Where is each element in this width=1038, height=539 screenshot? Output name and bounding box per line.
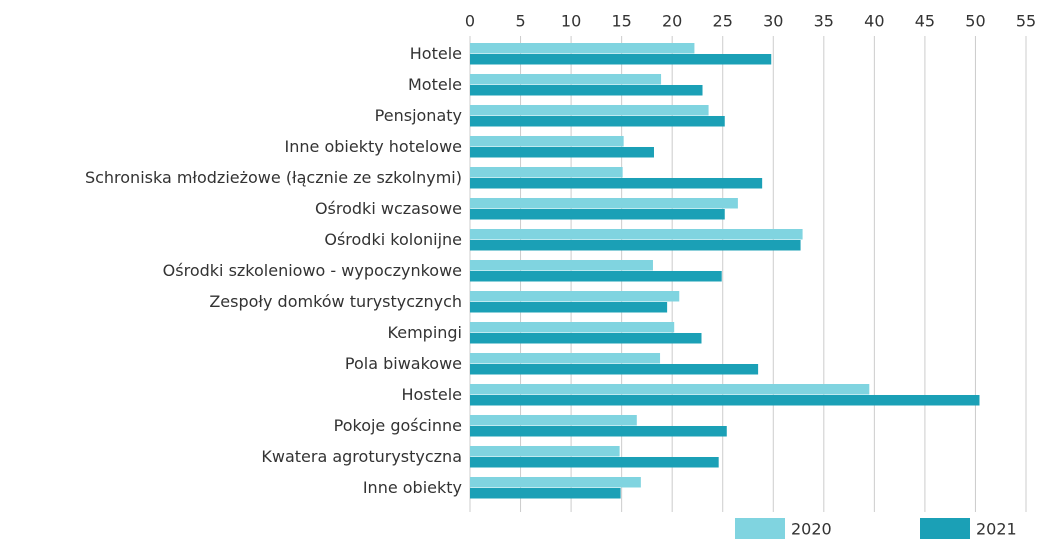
y-tick-label: Inne obiekty bbox=[363, 478, 462, 497]
bar bbox=[470, 353, 661, 364]
y-tick-label: Hostele bbox=[401, 385, 462, 404]
bar bbox=[470, 291, 680, 302]
x-tick-label: 15 bbox=[611, 12, 631, 31]
bar bbox=[470, 271, 722, 282]
bar bbox=[470, 415, 637, 426]
legend-swatch bbox=[920, 518, 970, 539]
bar bbox=[470, 488, 621, 499]
bar bbox=[470, 457, 719, 468]
bar bbox=[470, 446, 620, 457]
x-tick-label: 5 bbox=[515, 12, 525, 31]
y-tick-label: Pola biwakowe bbox=[345, 354, 462, 373]
x-tick-label: 40 bbox=[864, 12, 884, 31]
bar bbox=[470, 260, 653, 271]
x-tick-label: 45 bbox=[915, 12, 935, 31]
y-tick-label: Schroniska młodzieżowe (łącznie ze szkol… bbox=[85, 168, 462, 187]
bar bbox=[470, 178, 763, 189]
bar bbox=[470, 74, 662, 85]
bar bbox=[470, 426, 727, 437]
bar bbox=[470, 333, 702, 344]
y-tick-label: Pokoje gościnne bbox=[334, 416, 462, 435]
x-tick-label: 10 bbox=[561, 12, 581, 31]
bar bbox=[470, 302, 668, 313]
bar bbox=[470, 54, 772, 65]
y-tick-label: Zespoły domków turystycznych bbox=[209, 292, 462, 311]
legend-swatch bbox=[735, 518, 785, 539]
bar bbox=[470, 167, 623, 178]
bar bbox=[470, 364, 759, 375]
y-tick-label: Motele bbox=[408, 75, 462, 94]
bar bbox=[470, 322, 675, 333]
bar bbox=[470, 477, 641, 488]
bar bbox=[470, 85, 703, 96]
x-tick-label: 35 bbox=[814, 12, 834, 31]
y-tick-label: Ośrodki wczasowe bbox=[315, 199, 462, 218]
bar bbox=[470, 395, 980, 406]
x-tick-label: 0 bbox=[465, 12, 475, 31]
bar bbox=[470, 116, 725, 127]
y-tick-label: Kempingi bbox=[388, 323, 462, 342]
bar bbox=[470, 136, 624, 147]
x-tick-label: 20 bbox=[662, 12, 682, 31]
bar bbox=[470, 384, 870, 395]
x-tick-label: 30 bbox=[763, 12, 783, 31]
y-tick-label: Ośrodki szkoleniowo - wypoczynkowe bbox=[163, 261, 462, 280]
x-tick-label: 50 bbox=[965, 12, 985, 31]
y-tick-label: Inne obiekty hotelowe bbox=[285, 137, 462, 156]
bar bbox=[470, 43, 695, 54]
y-tick-label: Ośrodki kolonijne bbox=[324, 230, 462, 249]
y-tick-label: Pensjonaty bbox=[375, 106, 462, 125]
x-tick-label: 25 bbox=[713, 12, 733, 31]
bar bbox=[470, 240, 801, 251]
bar bbox=[470, 105, 709, 116]
bar bbox=[470, 209, 725, 220]
bar bbox=[470, 198, 738, 209]
y-tick-label: Hotele bbox=[410, 44, 462, 63]
y-tick-label: Kwatera agroturystyczna bbox=[261, 447, 462, 466]
legend-label: 2021 bbox=[976, 520, 1017, 539]
x-tick-label: 55 bbox=[1016, 12, 1036, 31]
legend-label: 2020 bbox=[791, 520, 832, 539]
bar bbox=[470, 147, 654, 158]
bar bbox=[470, 229, 803, 240]
